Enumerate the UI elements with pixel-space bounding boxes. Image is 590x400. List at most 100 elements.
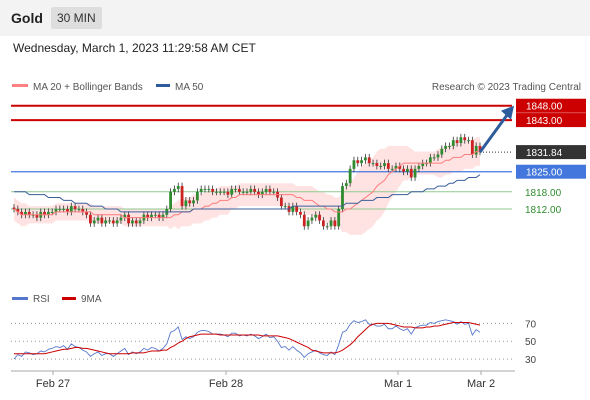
- candle-body-53: [215, 191, 218, 193]
- candle-body-99: [390, 168, 394, 170]
- candle-body-1: [16, 209, 20, 212]
- candle-body-4: [27, 211, 31, 215]
- candle-body-101: [398, 165, 402, 169]
- candle-body-55: [222, 191, 226, 193]
- candle-body-14: [66, 209, 69, 212]
- price-label-box-3: [516, 164, 586, 179]
- candle-body-117: [459, 137, 463, 144]
- candle-body-23: [100, 217, 104, 224]
- candle-body-43: [176, 186, 180, 189]
- rsi-tick-1: 50: [525, 337, 537, 348]
- rsi-legend-label: RSI: [33, 294, 50, 305]
- candle-body-81: [321, 220, 325, 227]
- credit-text: Research © 2023 Trading Central: [432, 82, 581, 93]
- candle-body-49: [199, 188, 203, 192]
- candle-body-76: [302, 214, 306, 227]
- candle-body-92: [364, 157, 367, 161]
- candle-body-37: [153, 214, 157, 216]
- candle-body-121: [474, 145, 478, 155]
- candle-body-64: [257, 191, 260, 195]
- ma50-line: [14, 174, 481, 213]
- candle-body-103: [406, 168, 409, 172]
- candle-body-54: [218, 191, 222, 193]
- candle-body-20: [88, 214, 92, 224]
- candle-body-19: [85, 211, 88, 215]
- candle-body-100: [394, 165, 398, 169]
- candle-body-97: [383, 163, 386, 166]
- candle-body-24: [104, 220, 108, 224]
- candle-body-50: [203, 188, 207, 190]
- candle-body-91: [360, 160, 363, 164]
- candle-body-30: [127, 214, 130, 224]
- candle-body-70: [279, 197, 283, 207]
- legend: MA 20 + Bollinger Bands MA 50 Research ©…: [12, 82, 581, 93]
- price-label-5: 1812.00: [525, 205, 562, 216]
- candle-body-95: [375, 163, 379, 166]
- x-tick-label-1: Feb 28: [209, 378, 243, 390]
- candle-body-94: [371, 163, 375, 165]
- rsi-ma-line: [14, 321, 481, 355]
- candle-body-8: [43, 211, 46, 215]
- candle-body-89: [352, 160, 356, 169]
- candle-body-120: [470, 140, 474, 155]
- ma20-legend-swatch: [12, 84, 28, 87]
- candle-body-41: [169, 191, 173, 210]
- rsi-tick-0: 70: [525, 319, 537, 330]
- candle-body-79: [314, 214, 318, 218]
- instrument-title: Gold: [11, 10, 43, 26]
- candle-body-39: [161, 214, 165, 218]
- candle-body-2: [20, 211, 24, 215]
- candle-body-74: [295, 206, 299, 212]
- ma50-legend-label: MA 50: [175, 82, 204, 93]
- price-label-1: 1843.00: [526, 116, 563, 127]
- candle-body-44: [180, 186, 184, 207]
- candle-body-25: [108, 220, 111, 222]
- candle-body-85: [337, 209, 341, 227]
- price-label-box-0: [516, 98, 586, 113]
- price-label-2: 1831.84: [526, 148, 563, 159]
- candle-body-73: [291, 206, 295, 212]
- candle-body-61: [245, 191, 249, 193]
- candle-body-9: [46, 211, 50, 215]
- candle-body-6: [35, 214, 39, 218]
- candle-body-56: [226, 191, 230, 195]
- candle-body-86: [341, 186, 344, 210]
- candle-body-113: [444, 145, 448, 149]
- candle-body-32: [134, 220, 138, 224]
- rsi-tick-2: 30: [525, 355, 537, 366]
- candle-body-115: [451, 140, 455, 146]
- candle-body-83: [329, 220, 333, 227]
- candle-body-45: [184, 200, 188, 207]
- rsi-ma-legend-label: 9MA: [81, 294, 102, 305]
- ma50-legend-swatch: [156, 84, 170, 87]
- ma20-legend-label: MA 20 + Bollinger Bands: [33, 82, 143, 93]
- candle-body-22: [96, 217, 100, 221]
- candle-body-80: [318, 214, 321, 221]
- candle-body-110: [432, 157, 436, 159]
- candle-body-87: [344, 183, 348, 187]
- candle-body-96: [379, 165, 383, 167]
- candle-body-28: [119, 217, 123, 221]
- candle-body-11: [54, 209, 58, 212]
- candle-body-58: [234, 188, 237, 190]
- projection-arrow-line: [478, 112, 510, 153]
- rsi-ma-legend-swatch: [62, 297, 76, 300]
- timeframe-badge[interactable]: 30 MIN: [51, 7, 102, 29]
- candle-body-119: [467, 140, 470, 142]
- candle-body-109: [428, 157, 432, 164]
- candle-body-93: [367, 157, 371, 164]
- candle-body-38: [157, 214, 161, 218]
- candle-body-77: [306, 220, 310, 227]
- candle-body-18: [81, 209, 85, 212]
- candle-body-16: [73, 206, 77, 210]
- price-panel: 1848.00 1843.00 1831.84 1825.00 1818.00 1812.…: [11, 98, 586, 235]
- candle-body-90: [356, 160, 360, 164]
- candle-body-107: [421, 163, 425, 166]
- candle-body-60: [241, 191, 245, 193]
- candle-body-68: [272, 191, 276, 193]
- candle-body-36: [150, 214, 153, 218]
- candle-body-63: [253, 188, 257, 192]
- price-label-0: 1848.00: [526, 102, 563, 113]
- candle-body-57: [230, 188, 234, 195]
